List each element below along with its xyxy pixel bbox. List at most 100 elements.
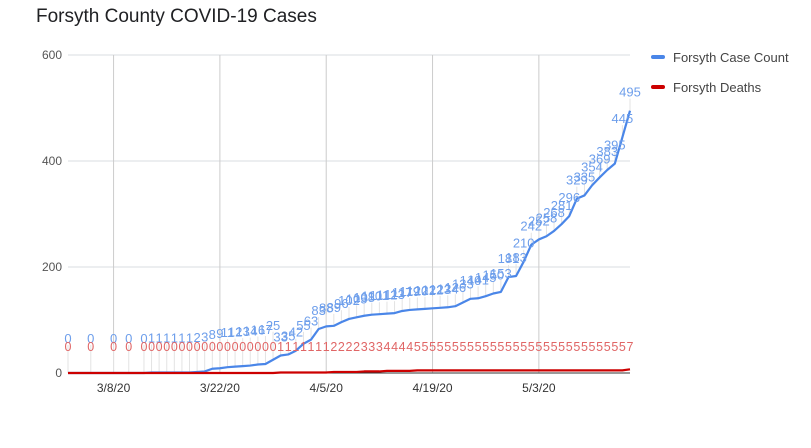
data-label: 0 xyxy=(140,331,147,346)
legend-item-cases[interactable]: Forsyth Case Count xyxy=(651,47,789,67)
data-label: 4 xyxy=(406,340,413,354)
data-label: 122 xyxy=(422,282,444,297)
legend-item-deaths[interactable]: Forsyth Deaths xyxy=(651,77,789,97)
data-label: 0 xyxy=(254,340,261,354)
data-label: 5 xyxy=(528,340,535,354)
data-label: 133 xyxy=(452,277,474,292)
data-label: 5 xyxy=(437,340,444,354)
data-label: 281 xyxy=(551,198,573,213)
data-label: 252 xyxy=(528,213,550,228)
data-label: 11 xyxy=(221,325,235,340)
y-tick-label: 600 xyxy=(42,48,62,62)
data-label: 1 xyxy=(171,330,178,345)
data-label: 0 xyxy=(125,331,132,346)
data-label: 5 xyxy=(429,340,436,354)
data-label: 14 xyxy=(243,324,257,339)
data-label: 0 xyxy=(239,340,246,354)
data-label: 258 xyxy=(536,210,558,225)
data-label: 5 xyxy=(490,340,497,354)
data-label: 83 xyxy=(311,303,325,318)
data-label: 5 xyxy=(566,340,573,354)
data-label: 0 xyxy=(163,340,170,354)
data-label: 35 xyxy=(281,328,295,343)
data-label: 5 xyxy=(467,340,474,354)
data-label: 0 xyxy=(148,340,155,354)
data-label: 5 xyxy=(604,340,611,354)
data-label: 1 xyxy=(156,330,163,345)
data-label: 2 xyxy=(193,330,200,345)
data-label: 1 xyxy=(163,330,170,345)
data-label: 5 xyxy=(513,340,520,354)
x-tick-label: 5/3/20 xyxy=(522,381,556,395)
data-label: 33 xyxy=(273,330,287,345)
data-label: 140 xyxy=(460,273,482,288)
data-label: 17 xyxy=(258,322,272,337)
y-tick-label: 200 xyxy=(42,260,62,274)
x-tick-label: 3/8/20 xyxy=(97,381,131,395)
data-label: 96 xyxy=(334,296,348,311)
data-label: 1 xyxy=(148,330,155,345)
data-label: 16 xyxy=(251,323,265,338)
data-label: 0 xyxy=(64,331,71,346)
data-label: 102 xyxy=(338,293,360,308)
data-label: 0 xyxy=(125,340,132,354)
data-label: 181 xyxy=(498,251,520,266)
data-label: 5 xyxy=(475,340,482,354)
data-label: 1 xyxy=(323,340,330,354)
data-label: 153 xyxy=(490,266,512,281)
data-label: 121 xyxy=(414,283,436,298)
data-label: 7 xyxy=(627,340,634,354)
data-label: 3 xyxy=(361,340,368,354)
label-leader-lines xyxy=(67,98,631,373)
data-label: 124 xyxy=(437,281,459,296)
data-label: 5 xyxy=(573,340,580,354)
data-label: 8 xyxy=(209,327,216,342)
data-label: 112 xyxy=(377,288,398,303)
data-label: 0 xyxy=(140,340,147,354)
data-label: 0 xyxy=(156,340,163,354)
x-axis: 3/8/20 3/22/20 4/5/20 4/19/20 5/3/20 xyxy=(68,372,630,395)
data-label: 3 xyxy=(376,340,383,354)
chart-title: Forsyth County COVID-19 Cases xyxy=(36,6,317,27)
data-label: 55 xyxy=(296,318,310,333)
x-tick-label: 3/22/20 xyxy=(200,381,240,395)
data-label: 329 xyxy=(566,173,588,188)
data-labels: 0 0 0 0 0 1 1 1 1 1 1 2 3 8 91112131416172533354255638… xyxy=(64,85,640,354)
legend-label-cases: Forsyth Case Count xyxy=(673,49,789,65)
data-label: 42 xyxy=(289,325,303,340)
data-label: 110 xyxy=(361,289,382,304)
data-label: 0 xyxy=(65,340,72,354)
data-label: 5 xyxy=(452,340,459,354)
legend-swatch-deaths xyxy=(651,85,665,89)
series-lines xyxy=(68,110,632,375)
data-label: 113 xyxy=(384,287,405,302)
data-label: 210 xyxy=(513,236,535,251)
data-label: 445 xyxy=(612,111,634,126)
data-label: 4 xyxy=(391,340,398,354)
data-label: 0 xyxy=(247,340,254,354)
data-label: 395 xyxy=(604,138,626,153)
data-label: 0 xyxy=(270,340,277,354)
series-line-1 xyxy=(68,368,631,375)
data-label: 5 xyxy=(535,340,542,354)
data-label: 1 xyxy=(186,330,193,345)
data-label: 242 xyxy=(520,219,542,234)
data-label: 119 xyxy=(399,284,420,299)
data-label: 111 xyxy=(369,288,389,303)
data-label: 5 xyxy=(459,340,466,354)
data-label: 3 xyxy=(368,340,375,354)
data-label: 12 xyxy=(228,325,242,340)
data-label: 5 xyxy=(581,340,588,354)
data-label: 0 xyxy=(171,340,178,354)
data-label: 1 xyxy=(178,330,185,345)
data-label: 1 xyxy=(315,340,322,354)
data-label: 0 xyxy=(110,340,117,354)
data-label: 296 xyxy=(558,190,580,205)
data-label: 5 xyxy=(558,340,565,354)
legend: Forsyth Case Count Forsyth Deaths xyxy=(651,47,789,107)
data-label: 0 xyxy=(232,340,239,354)
data-label: 0 xyxy=(201,340,208,354)
data-label: 5 xyxy=(497,340,504,354)
